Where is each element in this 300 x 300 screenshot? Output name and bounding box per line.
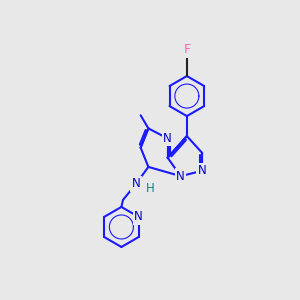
Text: N: N (134, 211, 143, 224)
Text: N: N (163, 132, 172, 145)
Text: F: F (183, 44, 190, 56)
Text: N: N (132, 177, 140, 190)
Text: H: H (146, 182, 154, 195)
Text: N: N (198, 164, 207, 177)
Text: N: N (176, 169, 185, 183)
